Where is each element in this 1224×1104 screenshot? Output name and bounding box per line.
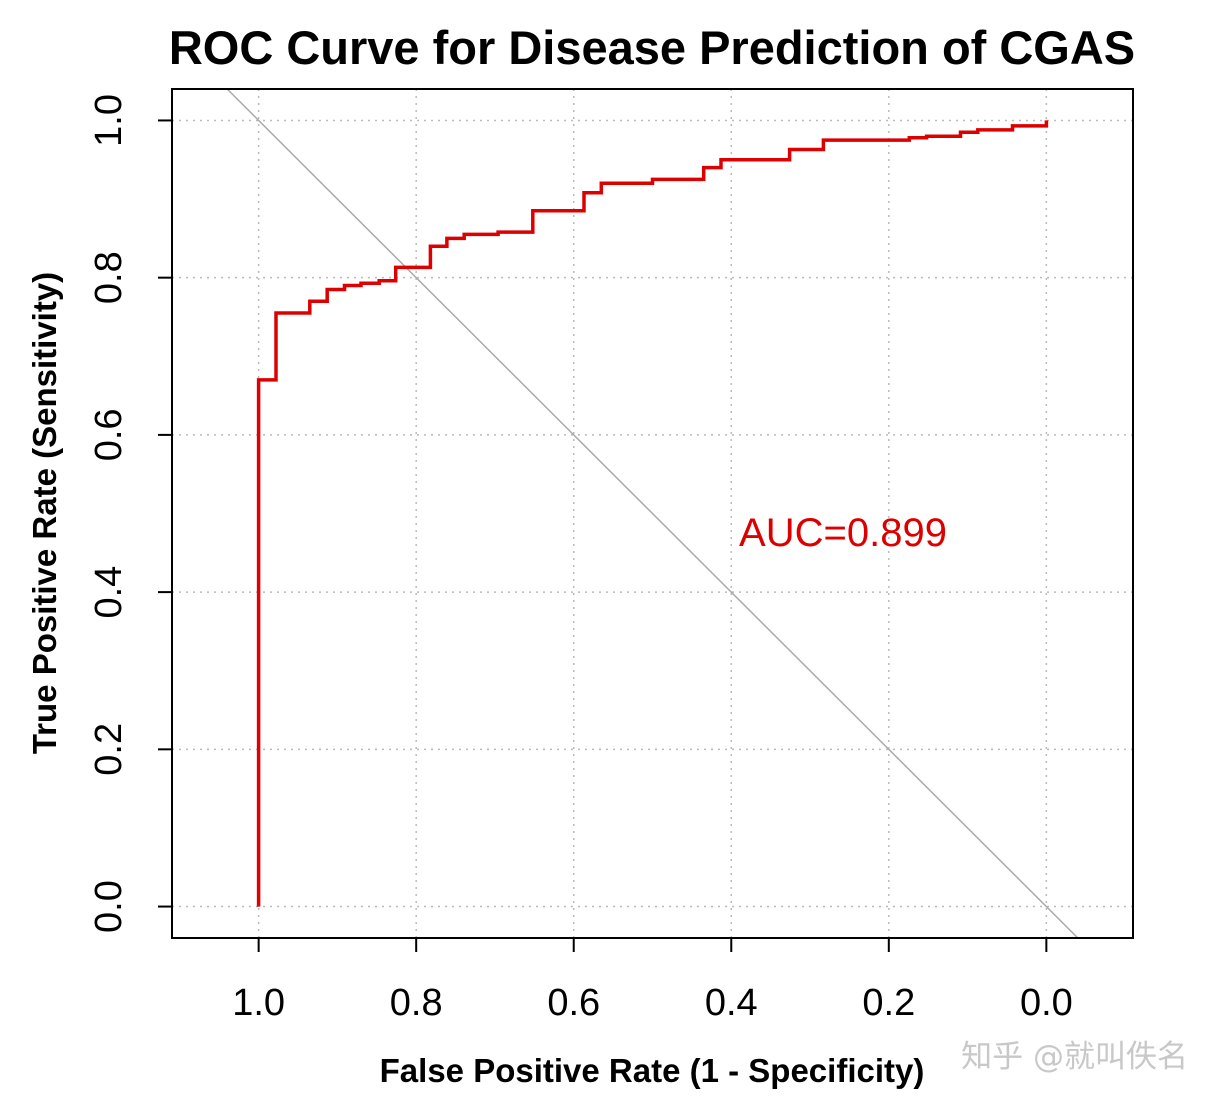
y-axis-label: True Positive Rate (Sensitivity): [26, 272, 63, 754]
x-tick-label: 0.2: [862, 982, 915, 1024]
x-axis: 1.0 0.8 0.6 0.4 0.2 0.0: [232, 937, 1073, 1024]
x-tick-label: 1.0: [232, 982, 285, 1024]
x-tick-label: 0.8: [390, 982, 443, 1024]
x-tick-label: 0.0: [1020, 982, 1073, 1024]
y-axis: 0.0 0.2 0.4 0.6 0.8 1.0: [88, 94, 173, 933]
roc-curve-line: [256, 120, 1049, 907]
reference-diagonal-line: [226, 88, 1079, 939]
y-tick-label: 1.0: [88, 94, 130, 147]
y-tick-label: 0.2: [88, 723, 130, 776]
y-tick-label: 0.0: [88, 880, 130, 933]
y-tick-label: 0.8: [88, 251, 130, 304]
y-tick-label: 0.4: [88, 566, 130, 619]
auc-annotation: AUC=0.899: [739, 511, 947, 555]
chart-title: ROC Curve for Disease Prediction of CGAS: [169, 21, 1135, 74]
watermark-text: 知乎 @就叫佚名: [961, 1039, 1188, 1075]
x-tick-label: 0.4: [705, 982, 758, 1024]
x-tick-label: 0.6: [547, 982, 600, 1024]
x-axis-label: False Positive Rate (1 - Specificity): [380, 1052, 925, 1089]
y-tick-label: 0.6: [88, 408, 130, 461]
